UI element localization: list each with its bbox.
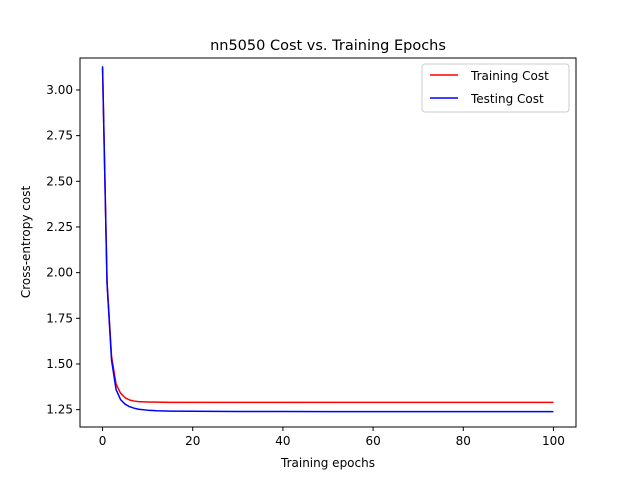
x-axis-label: Training epochs bbox=[280, 456, 375, 470]
legend-box bbox=[421, 63, 570, 113]
legend-label-training: Training Cost bbox=[470, 69, 549, 83]
plot-lines bbox=[101, 66, 554, 413]
chart-title: nn5050 Cost vs. Training Epochs bbox=[210, 38, 446, 54]
y-tick-label: 3.00 bbox=[46, 83, 73, 97]
y-axis-label: Cross-entropy cost bbox=[19, 186, 33, 299]
y-axis: 1.25 1.50 1.75 2.00 2.25 2.50 2.75 3.00 bbox=[46, 83, 80, 417]
y-tick-label: 1.50 bbox=[46, 357, 73, 371]
x-tick-label: 100 bbox=[542, 434, 565, 448]
x-axis: 0 20 40 60 80 100 bbox=[99, 427, 565, 448]
y-tick-label: 1.75 bbox=[46, 311, 73, 325]
y-tick-label: 2.75 bbox=[46, 129, 73, 143]
series-line-testing-cost bbox=[101, 66, 554, 413]
series-line-training-cost bbox=[101, 68, 554, 404]
y-tick-label: 2.50 bbox=[46, 174, 73, 188]
legend-label-testing: Testing Cost bbox=[470, 92, 544, 106]
x-tick-label: 20 bbox=[185, 434, 200, 448]
x-tick-label: 0 bbox=[99, 434, 107, 448]
x-tick-label: 40 bbox=[275, 434, 290, 448]
x-tick-label: 60 bbox=[365, 434, 380, 448]
y-tick-label: 2.00 bbox=[46, 266, 73, 280]
x-tick-label: 80 bbox=[456, 434, 471, 448]
y-tick-label: 1.25 bbox=[46, 403, 73, 417]
plot-frame bbox=[79, 57, 577, 428]
y-tick-label: 2.25 bbox=[46, 220, 73, 234]
legend: Training Cost Testing Cost bbox=[421, 63, 570, 113]
